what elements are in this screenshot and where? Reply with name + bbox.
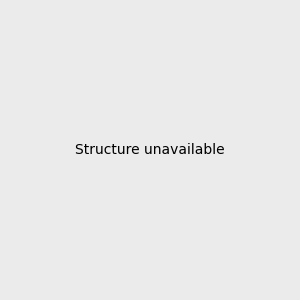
Text: Structure unavailable: Structure unavailable: [75, 143, 225, 157]
